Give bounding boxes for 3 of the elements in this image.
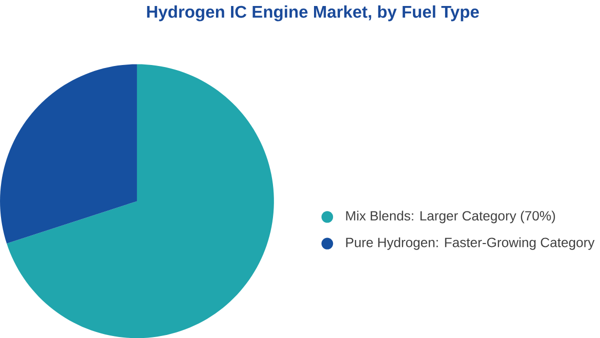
legend-label: Pure Hydrogen: Faster-Growing Category xyxy=(346,237,595,250)
chart-title: Hydrogen IC Engine Market, by Fuel Type xyxy=(147,5,479,22)
legend-label: Mix Blends: Larger Category (70%) xyxy=(346,210,555,224)
